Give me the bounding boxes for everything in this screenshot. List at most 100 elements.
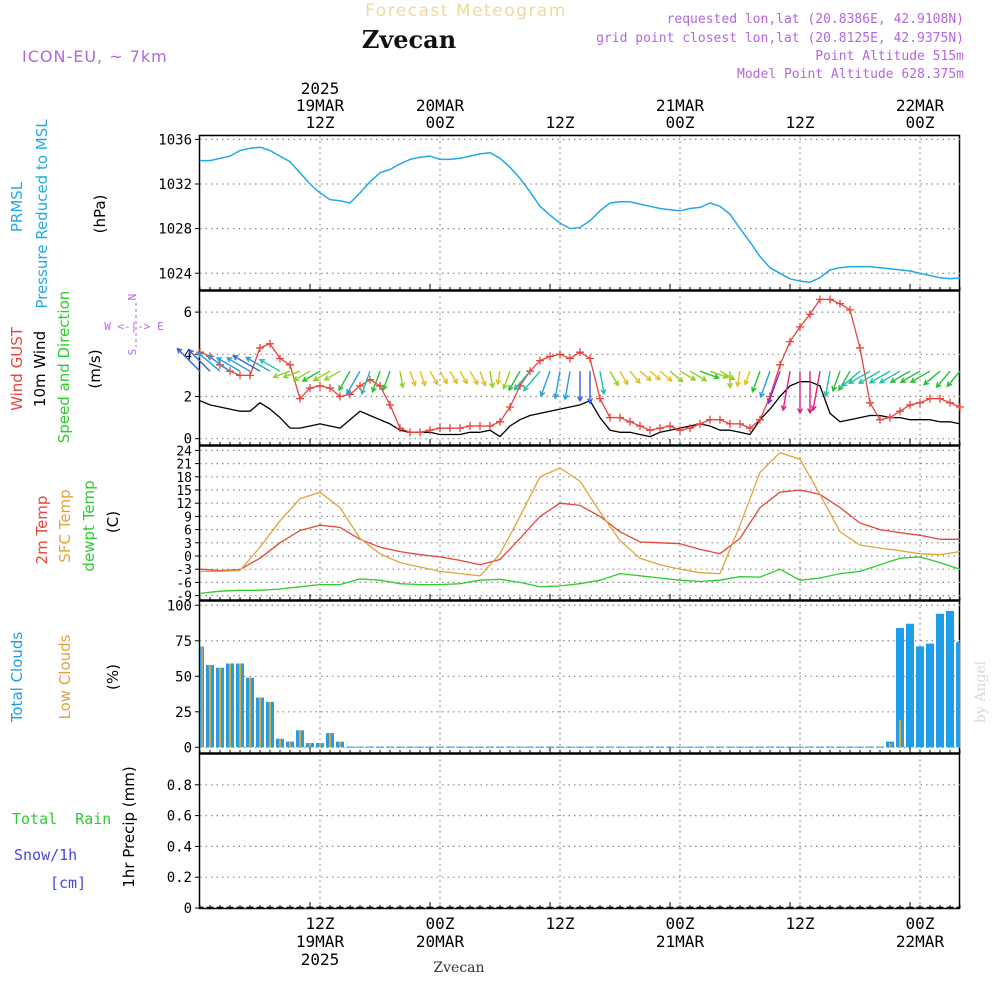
wind-arrow	[935, 370, 951, 389]
gust-marker	[776, 360, 784, 369]
wind-arrow	[699, 370, 720, 380]
wind-arrow	[889, 370, 911, 383]
total-cloud-bar	[366, 746, 374, 748]
wind-unit: (m/s)	[86, 349, 104, 388]
gust-marker	[316, 381, 324, 390]
gust-marker	[806, 310, 814, 319]
wind-arrow	[599, 371, 607, 396]
wind-arrow	[780, 371, 791, 412]
clouds-label-total: Total Clouds	[8, 632, 26, 724]
top-time-label: 12Z	[546, 113, 575, 132]
wind-arrow	[513, 370, 531, 391]
gust-marker	[406, 428, 414, 437]
bottom-time-label: 00Z	[666, 914, 695, 933]
y-tick-label: 2	[184, 389, 192, 405]
gust-marker	[736, 419, 744, 428]
total-cloud-bar	[616, 746, 624, 748]
gust-marker	[296, 394, 304, 403]
total-cloud-bar	[596, 746, 604, 748]
bottom-time-label: 12Z	[306, 914, 335, 933]
wind-arrow	[576, 371, 584, 403]
wind-arrow	[562, 371, 571, 401]
wind-arrow	[459, 370, 468, 385]
gust-marker	[306, 384, 314, 393]
low-cloud-bar	[308, 743, 312, 748]
wind-arrow	[659, 370, 673, 382]
total-cloud-bar	[856, 746, 864, 748]
bottom-time-label: 00Z	[906, 914, 935, 933]
top-time-label: 21MAR	[656, 96, 705, 115]
wind-arrow	[823, 371, 831, 398]
wind-arrow	[619, 370, 629, 386]
gust-marker	[436, 424, 444, 433]
gust-marker	[686, 424, 694, 433]
low-cloud-bar	[898, 720, 902, 748]
wind-arrow	[206, 354, 231, 372]
gust-marker	[506, 403, 514, 412]
precip-legend-snow-unit: [cm]	[50, 874, 86, 892]
gust-marker	[606, 413, 614, 422]
gust-marker	[656, 424, 664, 433]
gust-marker	[856, 343, 864, 352]
total-cloud-bar	[456, 746, 464, 748]
low-cloud-bar	[288, 741, 292, 748]
wind-arrow	[831, 370, 841, 393]
gust-marker	[756, 415, 764, 424]
total-cloud-bar	[346, 746, 354, 748]
total-cloud-bar	[836, 746, 844, 748]
wind-arrow	[371, 370, 381, 394]
info-requested: requested lon,lat (20.8386E, 42.9108N)	[667, 12, 964, 27]
wind-arrow	[338, 370, 351, 392]
pressure-unit: (hPa)	[91, 195, 109, 234]
total-cloud-bar	[376, 746, 384, 748]
wind-arrow	[841, 370, 861, 387]
pressure-label-long: Pressure Reduced to MSL	[33, 119, 51, 309]
total-cloud-bar	[496, 746, 504, 748]
gust-marker	[746, 424, 754, 433]
model-label: ICON-EU, ~ 7km	[22, 47, 168, 66]
info-gridpoint: grid point closest lon,lat (20.8125E, 42…	[596, 31, 964, 46]
gust-marker	[816, 295, 824, 304]
gust-marker	[246, 371, 254, 380]
precip-unit: 1hr Precip (mm)	[120, 766, 138, 887]
wind-arrow	[429, 370, 439, 386]
total-cloud-bar	[666, 746, 674, 748]
wind-arrow	[176, 347, 201, 372]
top-time-label: 00Z	[666, 113, 695, 132]
low-cloud-bar	[258, 697, 262, 748]
total-cloud-bar	[626, 746, 634, 748]
wind-arrow	[586, 371, 594, 405]
wind-arrow	[609, 370, 619, 387]
total-cloud-bar	[566, 746, 574, 748]
low-cloud-bar	[238, 663, 242, 748]
pressure-label-prmsl: PRMSL	[8, 181, 26, 232]
wind-arrow	[360, 370, 371, 396]
wind-arrow	[810, 371, 821, 412]
bottom-time-label: 21MAR	[656, 932, 705, 951]
wind-arrow	[669, 370, 684, 383]
total-cloud-bar	[446, 746, 454, 748]
top-time-label: 19MAR	[296, 96, 345, 115]
total-cloud-bar	[466, 746, 474, 748]
bottom-time-label: 12Z	[786, 914, 815, 933]
bottom-time-label: 2025	[301, 950, 340, 969]
gust-marker	[386, 400, 394, 409]
total-cloud-bar	[576, 746, 584, 748]
gust-marker	[596, 394, 604, 403]
wind-arrow	[726, 371, 734, 390]
compass-north: N	[126, 294, 139, 301]
info-point-altitude: Point Altitude 515m	[815, 49, 964, 64]
total-cloud-bar	[396, 746, 404, 748]
wind-arrow	[282, 370, 301, 379]
low-cloud-bar	[248, 677, 252, 748]
gust-marker	[626, 417, 634, 426]
gust-marker	[836, 299, 844, 308]
wind-arrow	[766, 370, 781, 405]
total-cloud-bar	[776, 746, 784, 748]
clouds-label-low: Low Clouds	[56, 634, 74, 719]
total-cloud-bar	[716, 746, 724, 748]
total-cloud-bar	[436, 746, 444, 748]
wind-label-gust: Wind GUST	[8, 326, 26, 411]
wind-arrow	[399, 371, 406, 389]
gust-marker	[426, 426, 434, 435]
